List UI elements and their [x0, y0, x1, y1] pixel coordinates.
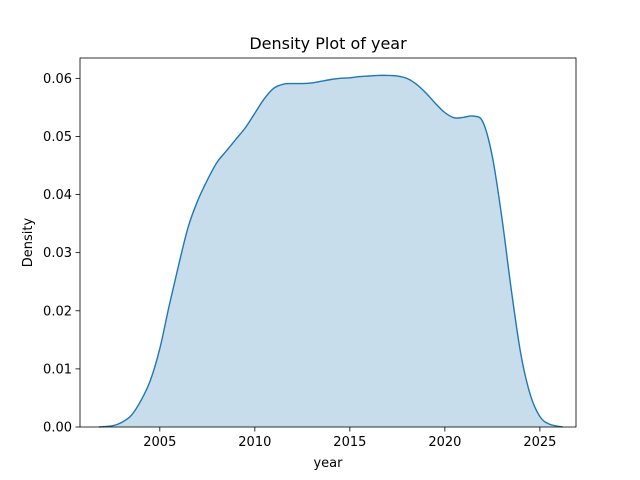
- x-axis: 2005 2010 2015 2020 2025: [143, 427, 556, 450]
- x-axis-title: year: [313, 456, 343, 471]
- chart-title: Density Plot of year: [249, 34, 407, 53]
- x-tick-label: 2020: [428, 435, 461, 450]
- y-tick-label: 0.05: [43, 130, 72, 145]
- density-curve-line: [98, 74, 563, 428]
- density-area-fill: [99, 75, 563, 428]
- y-axis-title: Density: [21, 217, 36, 267]
- y-axis: 0.00 0.01 0.02 0.03 0.04 0.05 0.06: [43, 72, 80, 436]
- y-tick-label: 0.03: [43, 246, 72, 261]
- y-tick-label: 0.02: [43, 304, 72, 319]
- x-tick-label: 2010: [238, 435, 271, 450]
- plot-area-frame: [79, 57, 577, 428]
- marks-layer: [98, 74, 563, 428]
- x-tick-label: 2005: [143, 435, 176, 450]
- y-tick-label: 0.06: [43, 72, 72, 87]
- x-tick-label: 2025: [523, 435, 556, 450]
- x-tick-label: 2015: [333, 435, 366, 450]
- y-tick-label: 0.01: [43, 362, 72, 377]
- y-tick-label: 0.00: [43, 421, 72, 436]
- y-tick-label: 0.04: [43, 188, 72, 203]
